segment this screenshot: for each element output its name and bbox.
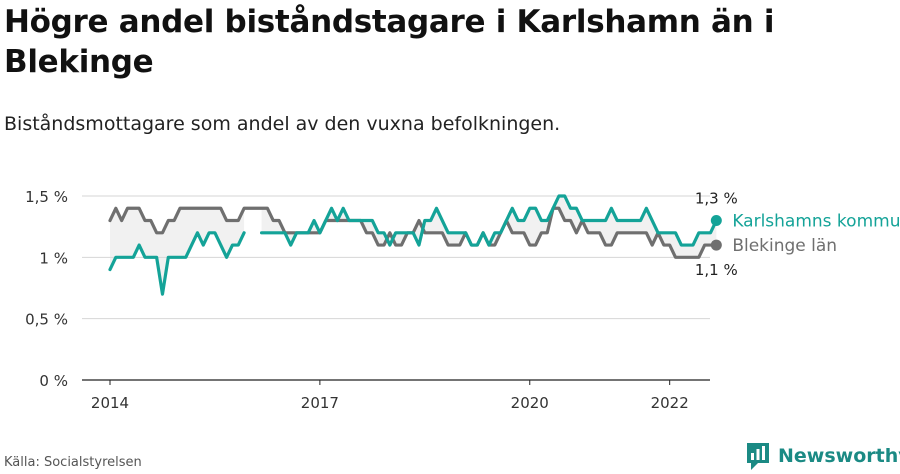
y-tick-label: 1,5 %	[25, 188, 68, 206]
karlshamn-value-label: 1,3 %	[695, 190, 738, 208]
newsworthy-logo-icon	[747, 443, 769, 470]
y-tick-label: 1 %	[39, 249, 68, 267]
source-note: Källa: Socialstyrelsen	[4, 455, 142, 470]
y-tick-label: 0 %	[39, 372, 68, 390]
x-tick-label: 2022	[651, 394, 689, 412]
y-tick-label: 0,5 %	[25, 311, 68, 329]
brand-name: Newsworthy	[778, 445, 900, 467]
blekinge-value-label: 1,1 %	[695, 261, 738, 279]
chart-subtitle: Biståndsmottagare som andel av den vuxna…	[4, 113, 561, 135]
karlshamn-series-label: Karlshamns kommun	[732, 212, 900, 232]
gap-band	[110, 208, 245, 295]
x-tick-label: 2017	[301, 394, 339, 412]
blekinge-end-marker	[710, 239, 722, 251]
karlshamn-end-marker	[710, 215, 722, 227]
chart-title: Högre andel biståndstagare i Karlshamn ä…	[4, 4, 775, 80]
brand-logo: Newsworthy	[745, 441, 900, 471]
karlshamn-line	[108, 194, 718, 296]
x-tick-label: 2020	[511, 394, 549, 412]
gap-band	[261, 196, 717, 258]
x-tick-label: 2014	[91, 394, 129, 412]
blekinge-series-label: Blekinge län	[732, 236, 837, 256]
